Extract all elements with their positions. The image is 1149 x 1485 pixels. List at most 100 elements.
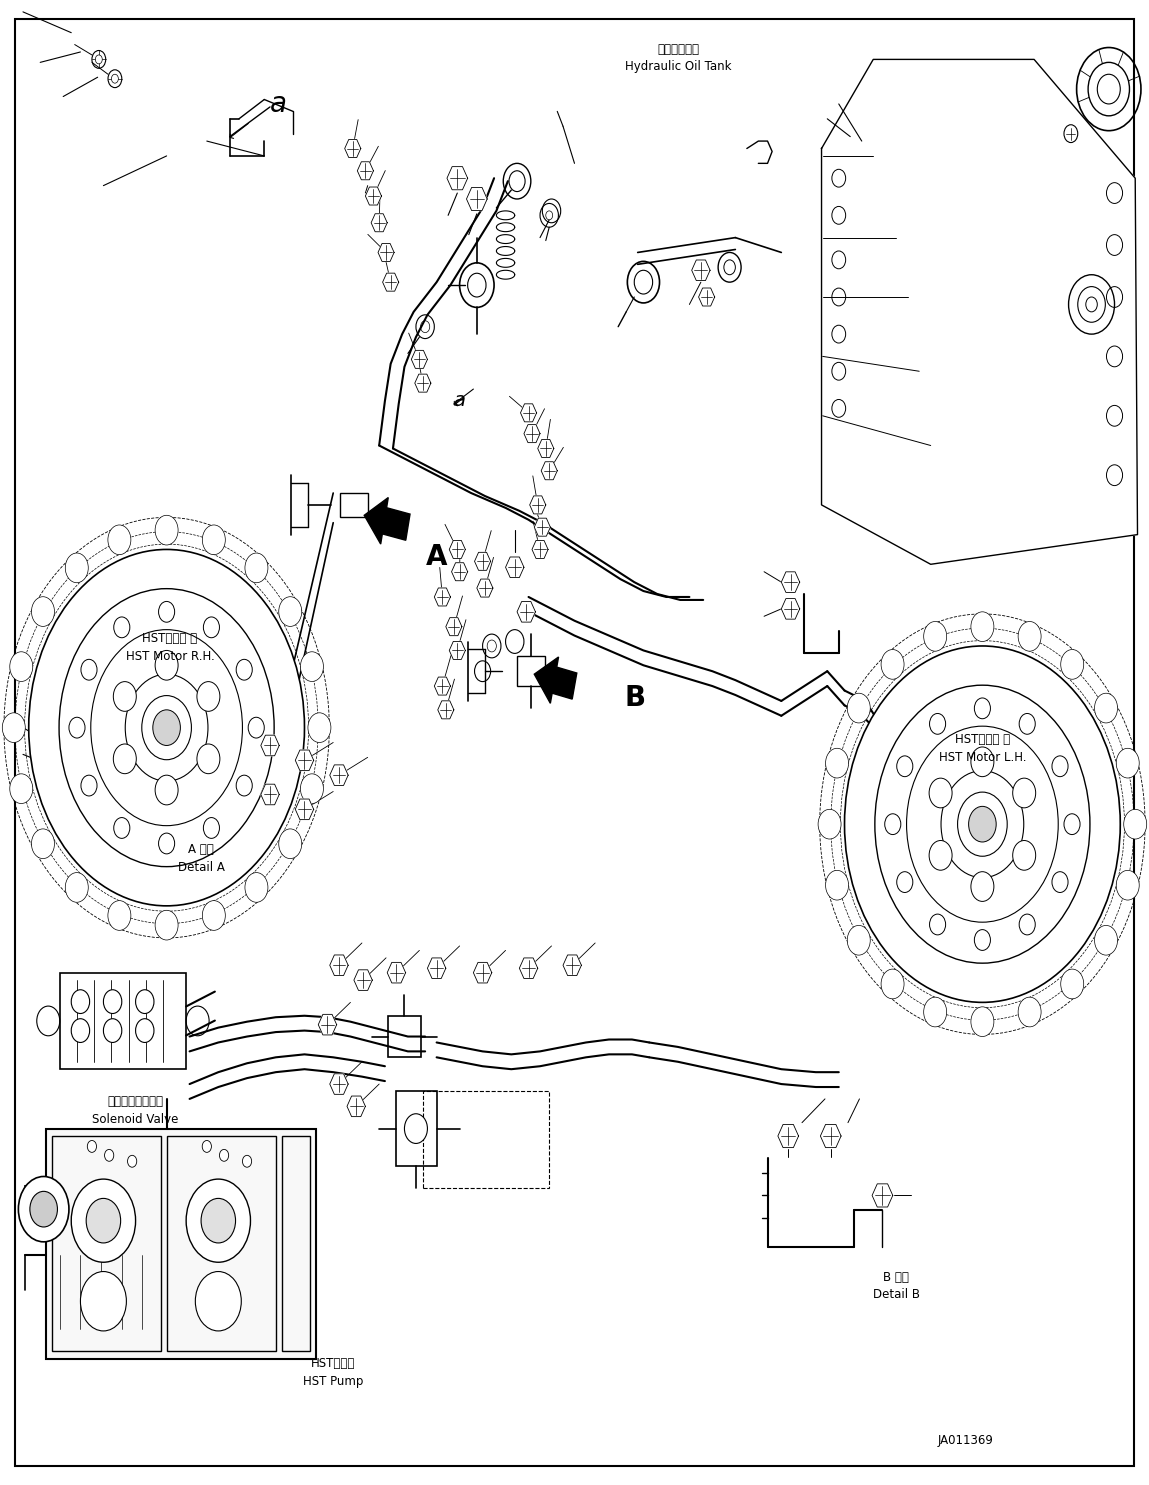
Text: Detail B: Detail B	[873, 1289, 919, 1301]
Circle shape	[202, 1140, 211, 1152]
Circle shape	[1086, 297, 1097, 312]
Circle shape	[279, 597, 302, 627]
Circle shape	[300, 774, 323, 803]
Circle shape	[80, 659, 97, 680]
Circle shape	[1012, 841, 1035, 870]
Text: Hydraulic Oil Tank: Hydraulic Oil Tank	[625, 61, 731, 73]
Polygon shape	[295, 750, 314, 771]
Circle shape	[114, 818, 130, 839]
Circle shape	[114, 682, 137, 711]
Circle shape	[155, 515, 178, 545]
Text: JA011369: JA011369	[938, 1435, 993, 1446]
Polygon shape	[692, 260, 710, 281]
Polygon shape	[354, 970, 372, 990]
Circle shape	[245, 552, 268, 582]
Text: HSTモータ 右: HSTモータ 右	[142, 633, 198, 644]
Circle shape	[847, 925, 870, 955]
Circle shape	[219, 1149, 229, 1161]
FancyArrow shape	[534, 656, 577, 704]
Polygon shape	[781, 572, 800, 593]
Polygon shape	[538, 440, 554, 457]
Circle shape	[969, 806, 996, 842]
Circle shape	[881, 649, 904, 679]
Circle shape	[724, 260, 735, 275]
Polygon shape	[261, 735, 279, 756]
Circle shape	[203, 818, 219, 839]
Polygon shape	[820, 1124, 841, 1148]
Circle shape	[71, 1019, 90, 1042]
Polygon shape	[365, 187, 381, 205]
Circle shape	[103, 989, 122, 1013]
Circle shape	[1012, 778, 1035, 808]
Polygon shape	[517, 601, 535, 622]
Polygon shape	[46, 1129, 316, 1359]
Text: A: A	[426, 544, 447, 570]
Polygon shape	[532, 541, 548, 558]
Circle shape	[201, 1198, 236, 1243]
Circle shape	[159, 601, 175, 622]
Circle shape	[546, 211, 553, 220]
Circle shape	[103, 1019, 122, 1042]
Circle shape	[896, 756, 912, 777]
Circle shape	[971, 612, 994, 642]
Polygon shape	[534, 518, 550, 536]
Polygon shape	[330, 765, 348, 786]
Polygon shape	[699, 288, 715, 306]
Circle shape	[196, 682, 219, 711]
Polygon shape	[345, 140, 361, 157]
Circle shape	[818, 809, 841, 839]
Bar	[423, 1091, 549, 1188]
Circle shape	[974, 930, 990, 950]
Circle shape	[845, 646, 1120, 1002]
Circle shape	[108, 526, 131, 555]
Circle shape	[308, 713, 331, 742]
Circle shape	[930, 713, 946, 734]
Polygon shape	[378, 244, 394, 261]
Circle shape	[1018, 996, 1041, 1026]
Circle shape	[2, 713, 25, 742]
Polygon shape	[449, 541, 465, 558]
Polygon shape	[524, 425, 540, 443]
Circle shape	[69, 717, 85, 738]
Circle shape	[634, 270, 653, 294]
Polygon shape	[438, 701, 454, 719]
Circle shape	[31, 829, 54, 858]
Circle shape	[202, 526, 225, 555]
Circle shape	[1019, 713, 1035, 734]
Circle shape	[31, 597, 54, 627]
Polygon shape	[434, 677, 450, 695]
Text: HST Pump: HST Pump	[303, 1375, 363, 1387]
Text: Solenoid Valve: Solenoid Valve	[92, 1114, 179, 1126]
Circle shape	[114, 744, 137, 774]
Circle shape	[30, 1191, 57, 1227]
Bar	[282, 1136, 310, 1351]
Polygon shape	[295, 799, 314, 820]
Circle shape	[1052, 756, 1069, 777]
Polygon shape	[318, 1014, 337, 1035]
Text: A 詳細: A 詳細	[188, 843, 214, 855]
Polygon shape	[330, 955, 348, 976]
Polygon shape	[473, 962, 492, 983]
Circle shape	[847, 693, 870, 723]
Circle shape	[95, 55, 102, 64]
Circle shape	[111, 74, 118, 83]
Circle shape	[930, 841, 953, 870]
Polygon shape	[477, 579, 493, 597]
Circle shape	[29, 549, 304, 906]
Polygon shape	[506, 557, 524, 578]
Circle shape	[202, 900, 225, 930]
Circle shape	[1064, 814, 1080, 835]
Polygon shape	[261, 784, 279, 805]
Circle shape	[155, 910, 178, 940]
Polygon shape	[387, 962, 406, 983]
Polygon shape	[383, 273, 399, 291]
Circle shape	[10, 774, 33, 803]
Polygon shape	[411, 350, 427, 368]
Text: B 詳細: B 詳細	[884, 1271, 909, 1283]
Bar	[340, 493, 368, 517]
Text: a: a	[270, 91, 286, 117]
Circle shape	[159, 833, 175, 854]
Polygon shape	[466, 187, 487, 211]
Text: a: a	[454, 392, 465, 410]
Polygon shape	[541, 462, 557, 480]
